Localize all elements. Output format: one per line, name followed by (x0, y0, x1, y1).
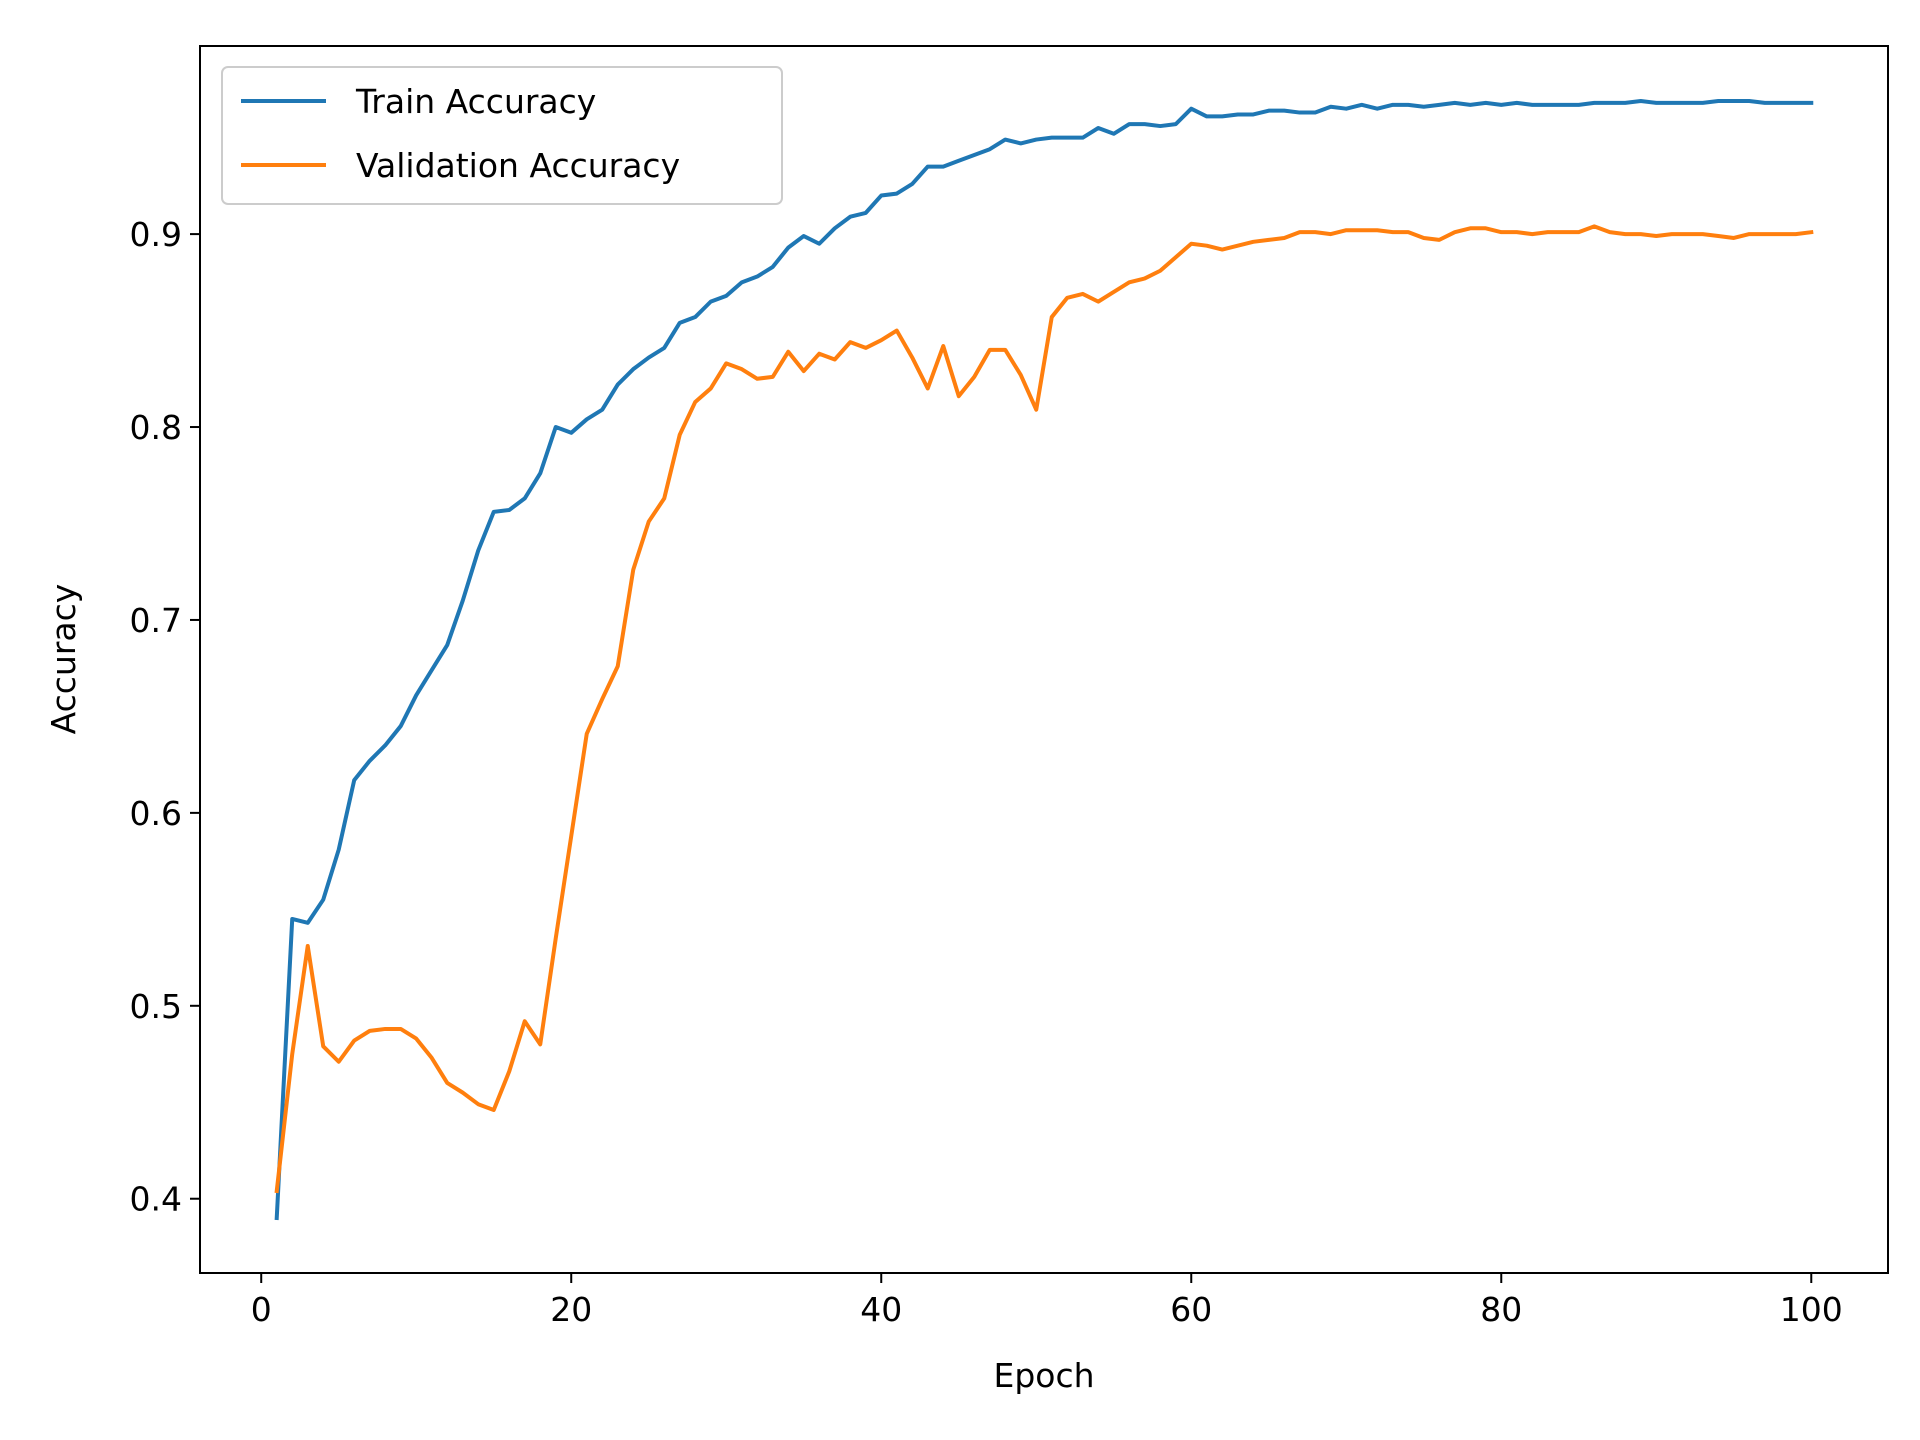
legend-label-validation: Validation Accuracy (356, 146, 680, 185)
y-axis-title: Accuracy (44, 584, 83, 735)
x-axis-ticks: 0 20 40 60 80 100 (251, 1273, 1843, 1329)
series-line-train-accuracy (274, 98, 1814, 1221)
x-tick-label: 40 (860, 1290, 902, 1329)
y-tick-label: 0.4 (130, 1180, 182, 1219)
x-tick-label: 60 (1170, 1290, 1212, 1329)
axes-layer (199, 45, 1889, 1274)
plot-frame (199, 45, 1889, 1274)
x-tick-label: 0 (251, 1290, 272, 1329)
legend-label-train: Train Accuracy (355, 82, 596, 121)
y-axis-ticks: 0.4 0.5 0.6 0.7 0.8 0.9 (130, 215, 200, 1219)
series-layer (274, 98, 1814, 1221)
y-tick-label: 0.6 (130, 794, 182, 833)
x-tick-label: 80 (1480, 1290, 1522, 1329)
y-tick-label: 0.5 (130, 987, 182, 1026)
series-line-validation-accuracy (274, 224, 1814, 1194)
legend-box (221, 66, 783, 205)
x-axis-title: Epoch (993, 1356, 1094, 1395)
legend: Train Accuracy Validation Accuracy (221, 66, 783, 205)
plot-area (200, 46, 1888, 1273)
x-tick-label: 20 (550, 1290, 592, 1329)
y-tick-label: 0.8 (130, 408, 182, 447)
y-tick-label: 0.9 (130, 215, 182, 254)
x-tick-label: 100 (1780, 1290, 1843, 1329)
y-tick-label: 0.7 (130, 601, 182, 640)
